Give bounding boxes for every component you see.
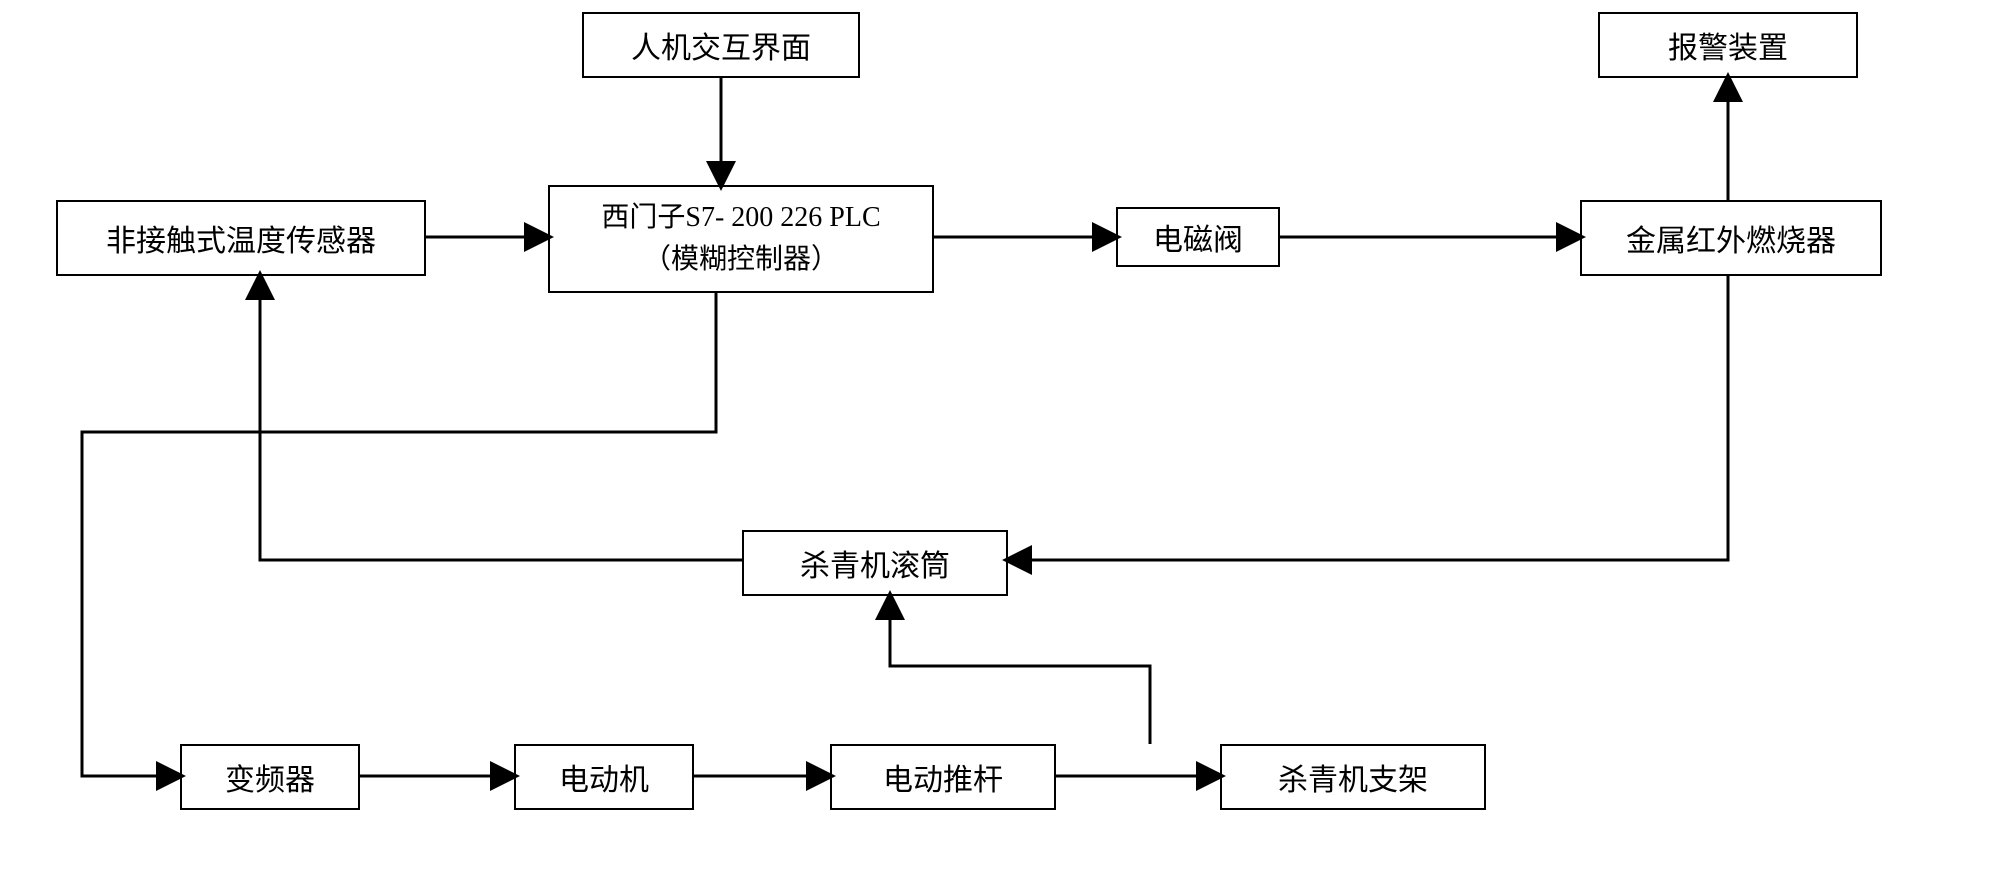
edge-plc-to-inverter [82, 293, 716, 776]
node-label: 金属红外燃烧器 [1626, 216, 1836, 260]
node-pusher: 电动推杆 [830, 744, 1056, 810]
node-valve: 电磁阀 [1116, 207, 1280, 267]
node-label: 电磁阀 [1153, 215, 1243, 259]
node-drum: 杀青机滚筒 [742, 530, 1008, 596]
node-label: 非接触式温度传感器 [106, 216, 376, 260]
edge-burner-to-drum [1008, 276, 1728, 560]
node-sensor: 非接触式温度传感器 [56, 200, 426, 276]
node-burner: 金属红外燃烧器 [1580, 200, 1882, 276]
node-motor: 电动机 [514, 744, 694, 810]
node-hmi: 人机交互界面 [582, 12, 860, 78]
node-inverter: 变频器 [180, 744, 360, 810]
node-label: 人机交互界面 [631, 23, 811, 67]
node-label-line1: 西门子S7- 200 226 PLC [601, 197, 880, 239]
node-alarm: 报警装置 [1598, 12, 1858, 78]
node-label: 杀青机滚筒 [800, 541, 950, 585]
node-label-line2: （模糊控制器） [601, 239, 880, 281]
node-label: 电动推杆 [883, 755, 1003, 799]
node-bracket: 杀青机支架 [1220, 744, 1486, 810]
node-label: 杀青机支架 [1278, 755, 1428, 799]
edge-bracket-to-drum [890, 596, 1150, 744]
node-label: 报警装置 [1668, 23, 1788, 67]
node-label: 变频器 [225, 755, 315, 799]
node-label: 电动机 [559, 755, 649, 799]
edge-drum-to-sensor [260, 276, 743, 560]
node-plc: 西门子S7- 200 226 PLC （模糊控制器） [548, 185, 934, 293]
